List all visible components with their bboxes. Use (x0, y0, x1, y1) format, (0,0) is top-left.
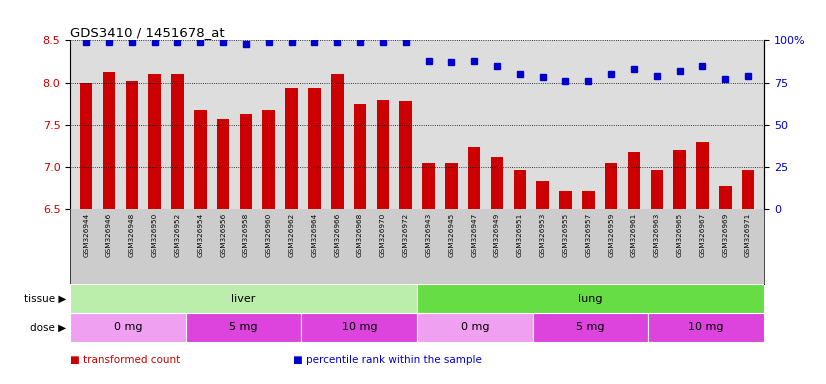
Text: GSM326965: GSM326965 (676, 213, 682, 257)
Text: dose ▶: dose ▶ (30, 322, 66, 333)
Text: GSM326957: GSM326957 (586, 213, 591, 257)
Text: GDS3410 / 1451678_at: GDS3410 / 1451678_at (70, 26, 225, 39)
Text: GSM326962: GSM326962 (288, 213, 295, 257)
Bar (80, 83, 93, 209)
Text: GSM326967: GSM326967 (700, 213, 705, 257)
Bar (354, 104, 367, 209)
Text: GSM326943: GSM326943 (425, 213, 431, 257)
Text: 5 mg: 5 mg (230, 322, 258, 333)
Text: 5 mg: 5 mg (577, 322, 605, 333)
Bar (186, 313, 301, 342)
Bar (533, 313, 648, 342)
Text: ■ percentile rank within the sample: ■ percentile rank within the sample (293, 355, 482, 365)
Text: GSM326953: GSM326953 (539, 213, 546, 257)
Bar (70, 284, 417, 313)
Text: GSM326961: GSM326961 (631, 213, 637, 257)
Bar (417, 284, 764, 313)
Bar (171, 74, 183, 209)
Bar (742, 170, 754, 209)
Bar (605, 163, 617, 209)
Text: GSM326968: GSM326968 (357, 213, 363, 257)
Text: GSM326971: GSM326971 (745, 213, 751, 257)
Bar (70, 313, 186, 342)
Text: 10 mg: 10 mg (342, 322, 377, 333)
Text: GSM326963: GSM326963 (653, 213, 660, 257)
Bar (285, 88, 298, 209)
Text: 0 mg: 0 mg (461, 322, 489, 333)
Text: 0 mg: 0 mg (114, 322, 142, 333)
Bar (377, 100, 389, 209)
Bar (308, 88, 320, 209)
Bar (331, 74, 344, 209)
Text: GSM326966: GSM326966 (335, 213, 340, 257)
Bar (445, 163, 458, 209)
Text: GSM326945: GSM326945 (449, 213, 454, 257)
Text: GSM326954: GSM326954 (197, 213, 203, 257)
Bar (468, 147, 481, 209)
Text: lung: lung (578, 293, 603, 304)
Bar (149, 74, 161, 209)
Bar (559, 191, 572, 209)
Text: GSM326960: GSM326960 (266, 213, 272, 257)
Text: GSM326955: GSM326955 (563, 213, 568, 257)
Text: GSM326959: GSM326959 (608, 213, 615, 257)
Text: 10 mg: 10 mg (689, 322, 724, 333)
Bar (514, 170, 526, 209)
Bar (648, 313, 764, 342)
Bar (491, 157, 503, 209)
Text: ■ transformed count: ■ transformed count (70, 355, 180, 365)
Bar (628, 152, 640, 209)
Bar (301, 313, 417, 342)
Text: GSM326950: GSM326950 (152, 213, 158, 257)
Text: GSM326947: GSM326947 (471, 213, 477, 257)
Text: GSM326970: GSM326970 (380, 213, 386, 257)
Bar (673, 150, 686, 209)
Bar (400, 101, 412, 209)
Bar (582, 191, 595, 209)
Text: GSM326946: GSM326946 (106, 213, 112, 257)
Text: GSM326969: GSM326969 (722, 213, 729, 257)
Bar (240, 114, 252, 209)
Text: liver: liver (231, 293, 256, 304)
Bar (126, 81, 138, 209)
Text: GSM326952: GSM326952 (174, 213, 181, 257)
Bar (417, 313, 533, 342)
Bar (422, 163, 434, 209)
Bar (102, 71, 116, 209)
Bar (263, 111, 275, 209)
Text: GSM326951: GSM326951 (517, 213, 523, 257)
Text: tissue ▶: tissue ▶ (24, 293, 66, 304)
Bar (651, 170, 663, 209)
Bar (536, 181, 549, 209)
Bar (217, 119, 230, 209)
Text: GSM326972: GSM326972 (403, 213, 409, 257)
Text: GSM326949: GSM326949 (494, 213, 500, 257)
Text: GSM326944: GSM326944 (83, 213, 89, 257)
Text: GSM326956: GSM326956 (220, 213, 226, 257)
Text: GSM326948: GSM326948 (129, 213, 135, 257)
Bar (194, 111, 206, 209)
Bar (696, 142, 709, 209)
Text: GSM326964: GSM326964 (311, 213, 317, 257)
Bar (719, 185, 732, 209)
Text: GSM326958: GSM326958 (243, 213, 249, 257)
